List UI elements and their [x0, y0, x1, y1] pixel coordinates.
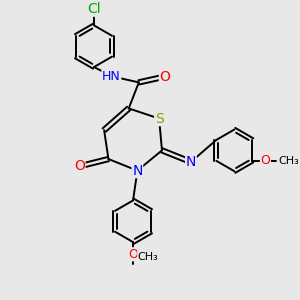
- Text: O: O: [74, 159, 85, 173]
- Text: CH₃: CH₃: [278, 156, 299, 166]
- Text: HN: HN: [102, 70, 121, 83]
- Text: N: N: [132, 164, 142, 178]
- Text: O: O: [159, 70, 170, 84]
- Text: N: N: [186, 155, 196, 169]
- Text: O: O: [260, 154, 270, 167]
- Text: O: O: [128, 248, 138, 261]
- Text: S: S: [155, 112, 164, 125]
- Text: Cl: Cl: [87, 2, 101, 16]
- Text: CH₃: CH₃: [138, 252, 158, 262]
